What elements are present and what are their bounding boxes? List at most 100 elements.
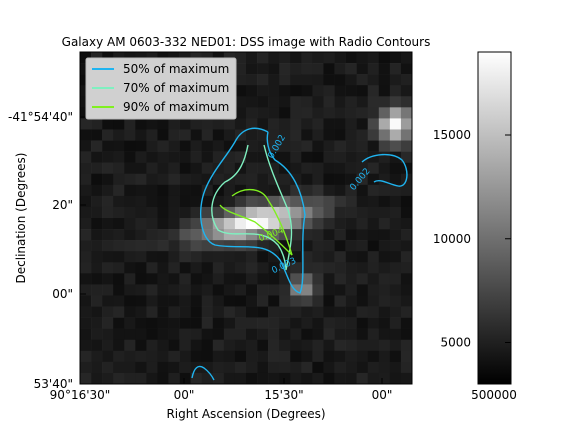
image-pixel bbox=[378, 361, 391, 374]
image-pixel bbox=[257, 218, 269, 230]
image-pixel bbox=[223, 140, 236, 152]
image-pixel bbox=[102, 295, 114, 307]
image-pixel bbox=[389, 361, 402, 374]
image-pixel bbox=[356, 328, 369, 341]
image-pixel bbox=[201, 151, 214, 163]
image-pixel bbox=[168, 206, 180, 219]
image-pixel bbox=[356, 339, 369, 352]
image-pixel bbox=[201, 350, 214, 363]
image-pixel bbox=[257, 350, 269, 363]
image-pixel bbox=[179, 350, 191, 363]
image-pixel bbox=[323, 350, 335, 363]
image-pixel bbox=[389, 328, 402, 341]
image-pixel bbox=[356, 361, 369, 374]
x-tick-label: 00" bbox=[372, 388, 393, 402]
image-pixel bbox=[389, 107, 402, 119]
image-pixel bbox=[312, 195, 324, 208]
image-pixel bbox=[146, 218, 158, 230]
image-pixel bbox=[201, 284, 214, 296]
image-pixel bbox=[323, 195, 335, 208]
contour-70 bbox=[211, 144, 293, 271]
image-pixel bbox=[80, 173, 92, 186]
image-pixel bbox=[356, 206, 369, 219]
image-pixel bbox=[234, 195, 247, 208]
image-pixel bbox=[168, 129, 180, 141]
x-tick-label: 15'30" bbox=[264, 388, 303, 402]
image-pixel bbox=[367, 52, 380, 64]
image-pixel bbox=[246, 96, 258, 108]
image-pixel bbox=[345, 129, 357, 141]
image-pixel bbox=[102, 350, 114, 363]
image-pixel bbox=[301, 140, 313, 152]
image-pixel bbox=[135, 118, 147, 130]
image-pixel bbox=[246, 184, 258, 197]
image-pixel bbox=[334, 229, 346, 241]
image-pixel bbox=[290, 162, 302, 175]
image-pixel bbox=[312, 350, 324, 363]
image-pixel bbox=[223, 206, 236, 219]
image-pixel bbox=[367, 151, 380, 163]
image-pixel bbox=[80, 306, 92, 318]
image-pixel bbox=[323, 317, 335, 329]
image-pixel bbox=[257, 284, 269, 296]
image-pixel bbox=[367, 240, 380, 252]
image-pixel bbox=[168, 284, 180, 296]
image-pixel bbox=[80, 350, 92, 363]
contour-50-bottom bbox=[191, 365, 215, 381]
image-pixel bbox=[212, 350, 225, 363]
image-pixel bbox=[168, 306, 180, 318]
image-pixel bbox=[312, 295, 324, 307]
image-pixel bbox=[279, 173, 291, 186]
image-pixel bbox=[190, 229, 203, 241]
image-pixel bbox=[312, 118, 324, 130]
image-pixel bbox=[135, 240, 147, 252]
image-pixel bbox=[124, 361, 136, 374]
image-pixel bbox=[312, 328, 324, 341]
image-pixel bbox=[179, 262, 191, 274]
image-pixel bbox=[223, 151, 236, 163]
image-pixel bbox=[268, 52, 280, 64]
image-pixel bbox=[157, 339, 169, 352]
image-pixel bbox=[257, 262, 269, 274]
image-pixel bbox=[113, 350, 125, 363]
image-pixel bbox=[356, 195, 369, 208]
image-pixel bbox=[146, 328, 158, 341]
plot-frame bbox=[79, 51, 413, 385]
image-pixel bbox=[246, 52, 258, 64]
image-pixel bbox=[223, 284, 236, 296]
image-pixel bbox=[157, 273, 169, 285]
image-pixel bbox=[234, 328, 247, 341]
image-pixel bbox=[400, 240, 413, 252]
image-pixel bbox=[102, 284, 114, 296]
image-pixel bbox=[234, 306, 247, 318]
image-pixel bbox=[135, 251, 147, 263]
image-pixel bbox=[378, 229, 391, 241]
image-pixel bbox=[234, 85, 247, 97]
image-pixel bbox=[102, 229, 114, 241]
image-pixel bbox=[124, 229, 136, 241]
image-pixel bbox=[246, 206, 258, 219]
image-pixel bbox=[301, 206, 313, 219]
image-pixel bbox=[312, 52, 324, 64]
image-pixel bbox=[301, 63, 313, 75]
image-pixel bbox=[290, 195, 302, 208]
image-pixel bbox=[400, 184, 413, 197]
image-pixel bbox=[290, 118, 302, 130]
image-pixel bbox=[323, 262, 335, 274]
image-pixel bbox=[334, 96, 346, 108]
image-pixel bbox=[367, 361, 380, 374]
image-pixel bbox=[113, 118, 125, 130]
image-pixel bbox=[257, 361, 269, 374]
image-pixel bbox=[378, 372, 391, 385]
y-axis-label: Declination (Degrees) bbox=[14, 153, 28, 284]
image-pixel bbox=[223, 339, 236, 352]
image-pixel bbox=[367, 206, 380, 219]
image-pixel bbox=[91, 361, 103, 374]
image-pixel bbox=[312, 184, 324, 197]
image-pixel bbox=[124, 218, 136, 230]
image-pixel bbox=[91, 328, 103, 341]
image-pixel bbox=[91, 317, 103, 329]
image-pixel bbox=[268, 184, 280, 197]
image-pixel bbox=[190, 151, 203, 163]
